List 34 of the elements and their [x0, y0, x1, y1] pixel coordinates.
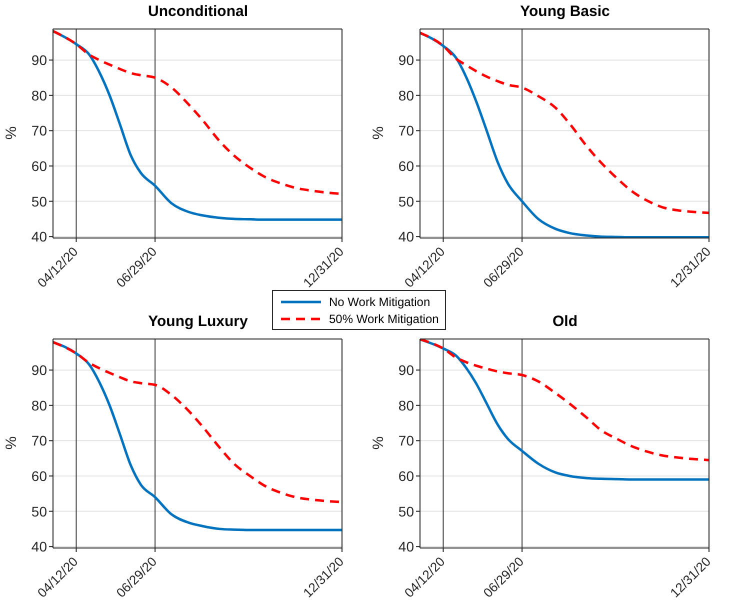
y-axis-title: % — [370, 125, 388, 142]
y-tick-label: 90 — [31, 362, 48, 378]
y-axis-title: % — [370, 435, 388, 452]
y-tick-label: 90 — [398, 362, 414, 378]
y-tick-label: 80 — [398, 87, 414, 104]
y-tick-label: 50 — [31, 193, 48, 210]
y-tick-label: 70 — [398, 432, 414, 449]
y-tick-label: 90 — [31, 52, 48, 68]
chart-title: Young Luxury — [148, 313, 248, 330]
chart-title: Old — [552, 313, 578, 330]
y-tick-label: 70 — [398, 122, 414, 139]
y-tick-label: 90 — [398, 52, 414, 68]
y-tick-label: 60 — [398, 468, 414, 484]
y-tick-label: 60 — [398, 158, 414, 174]
y-tick-label: 80 — [31, 397, 48, 414]
y-tick-label: 70 — [31, 122, 48, 139]
y-tick-label: 80 — [398, 397, 414, 414]
y-tick-label: 80 — [31, 87, 48, 104]
y-axis-title: % — [3, 435, 21, 452]
y-tick-label: 50 — [398, 193, 414, 210]
y-tick-label: 70 — [31, 432, 48, 449]
y-tick-label: 40 — [398, 538, 414, 555]
y-tick-label: 60 — [31, 468, 48, 484]
y-tick-label: 50 — [31, 503, 48, 520]
y-tick-label: 40 — [398, 228, 414, 245]
y-tick-label: 50 — [398, 503, 414, 520]
legend-label: No Work Mitigation — [329, 294, 430, 308]
y-tick-label: 60 — [31, 158, 48, 174]
y-axis-title: % — [3, 125, 21, 142]
chart-title: Unconditional — [147, 3, 249, 20]
chart-title: Young Basic — [519, 3, 611, 20]
y-tick-label: 40 — [31, 228, 48, 245]
legend-label: 50% Work Mitigation — [329, 312, 439, 326]
y-tick-label: 40 — [31, 538, 48, 555]
